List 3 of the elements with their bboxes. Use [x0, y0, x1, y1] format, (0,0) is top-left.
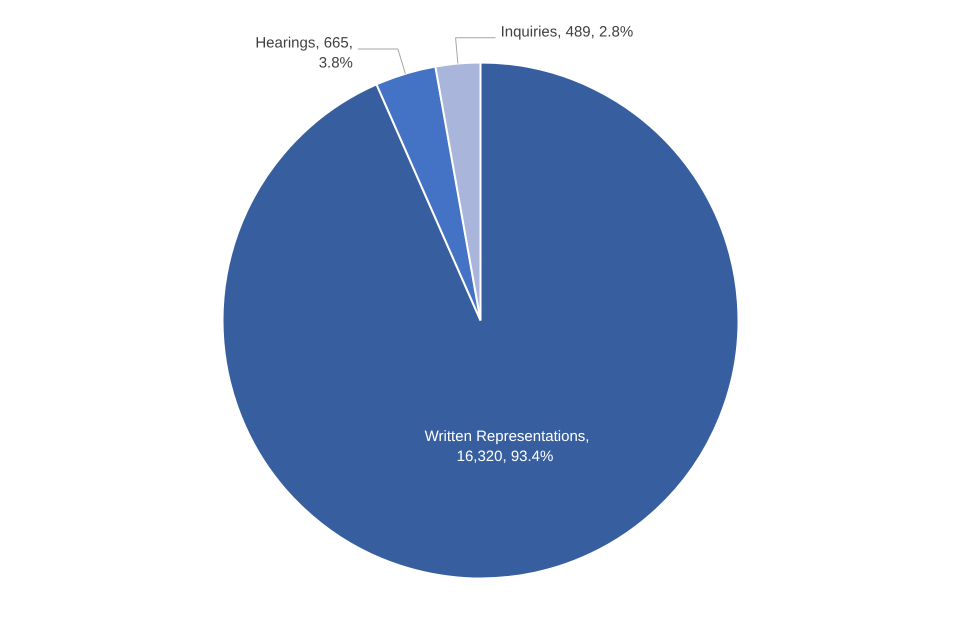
- slice-label: Written Representations, 16,320, 93.4%: [424, 428, 590, 466]
- slice-label: Hearings, 665, 3.8%: [255, 34, 353, 72]
- slice-label: Inquiries, 489, 2.8%: [500, 23, 634, 40]
